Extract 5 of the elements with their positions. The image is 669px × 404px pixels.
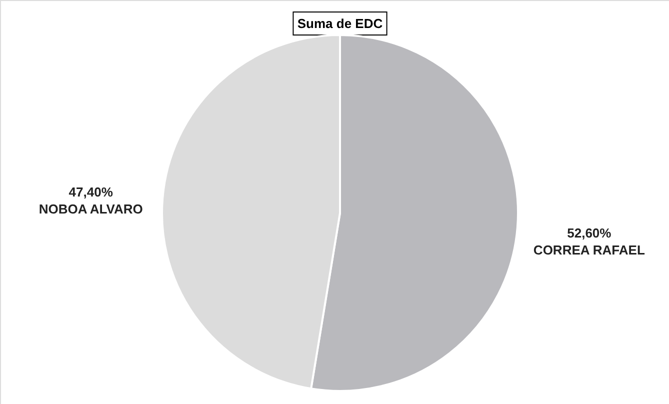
slice-label: NOBOA ALVARO xyxy=(38,202,143,217)
data-label: 47,40% xyxy=(68,184,114,200)
slice-label: CORREA RAFAEL xyxy=(533,242,645,258)
chart-title: Suma de EDC xyxy=(297,16,384,31)
data-label: 52,60% xyxy=(567,225,612,240)
